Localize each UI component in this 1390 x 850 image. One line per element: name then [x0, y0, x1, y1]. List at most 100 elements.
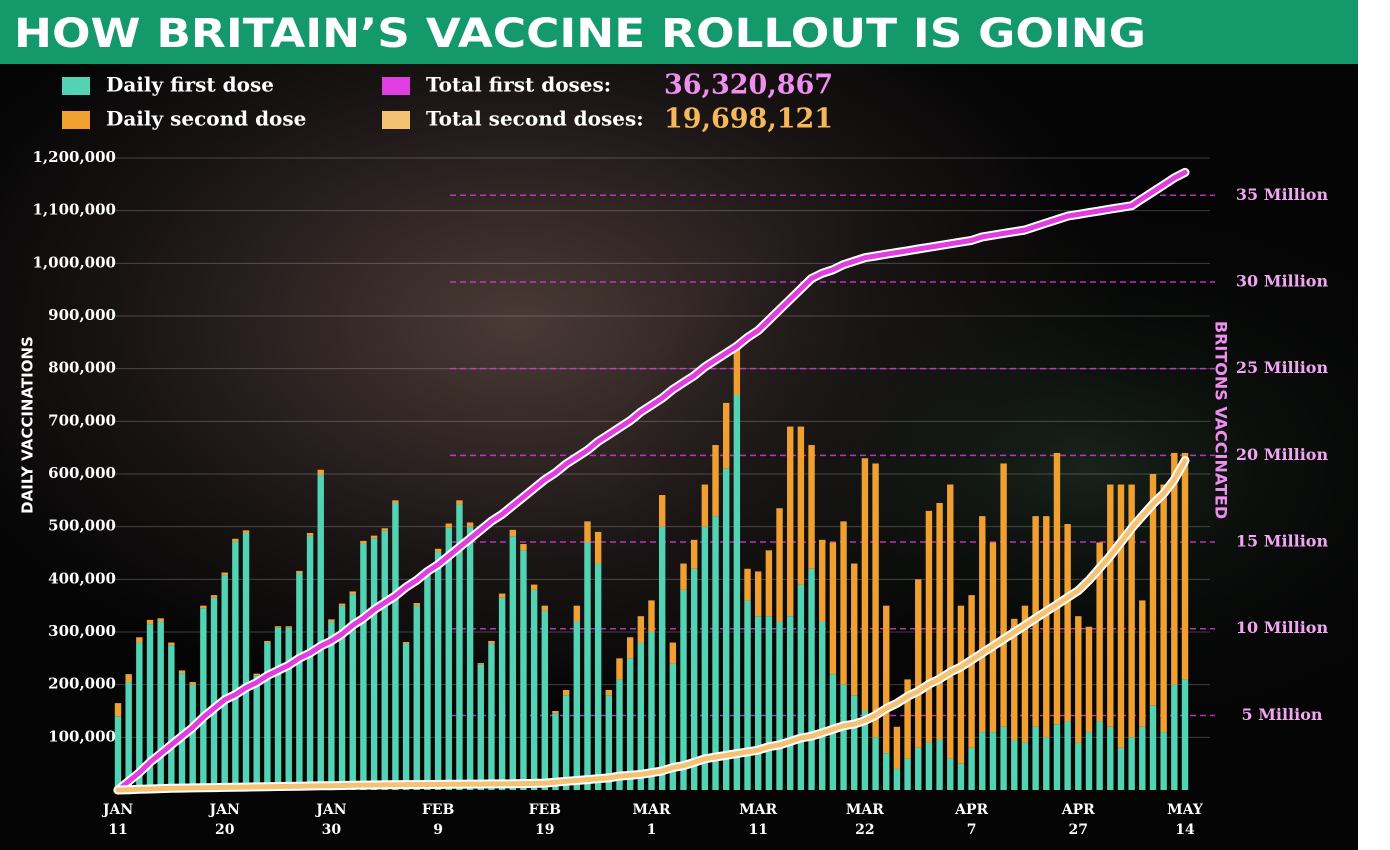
bar: [904, 679, 911, 759]
x-tick-label: FEB 9: [422, 802, 455, 838]
bar: [658, 495, 666, 527]
bar: [851, 563, 858, 696]
bar: [1139, 726, 1146, 790]
bar: [1043, 516, 1050, 738]
bar: [349, 591, 356, 595]
bar: [338, 603, 346, 606]
bar: [306, 532, 314, 536]
bar: [178, 670, 186, 674]
bar: [1064, 524, 1071, 722]
bar: [477, 664, 484, 790]
y2-tick-label: 25 Million: [1236, 358, 1329, 377]
bar: [883, 753, 890, 790]
bar: [1053, 452, 1061, 725]
bar: [701, 484, 709, 527]
bar: [957, 605, 965, 764]
bar: [947, 484, 954, 759]
y-tick-label: 800,000: [48, 359, 116, 377]
bar: [733, 395, 741, 790]
y-tick-label: 100,000: [48, 727, 116, 745]
bar: [328, 619, 335, 622]
bar: [722, 402, 730, 469]
bar: [1000, 726, 1007, 790]
bar: [819, 621, 826, 790]
bar: [925, 742, 933, 790]
bar: [434, 548, 442, 552]
bar: [1011, 618, 1018, 740]
bar: [1171, 684, 1178, 790]
bar: [125, 682, 132, 790]
legend-label: Total first doses:: [426, 73, 611, 97]
legend-swatch: [62, 111, 90, 129]
bar: [541, 610, 548, 790]
y2-tick-label: 5 Million: [1241, 705, 1322, 724]
x-tick-label: FEB 19: [529, 802, 562, 838]
bar: [488, 640, 495, 644]
bar: [114, 703, 122, 717]
bar: [1181, 452, 1189, 680]
bar: [594, 563, 602, 790]
bar: [1160, 484, 1167, 733]
bar: [221, 575, 228, 790]
bar: [1117, 747, 1125, 790]
bar: [626, 658, 634, 790]
bar: [434, 551, 442, 790]
bar: [584, 521, 591, 543]
bar: [872, 737, 879, 790]
bar: [477, 663, 484, 665]
x-tick-label: MAR 22: [846, 802, 884, 838]
bar: [413, 605, 420, 790]
bar: [808, 445, 815, 569]
bar: [541, 605, 548, 611]
bar: [253, 673, 260, 676]
bar: [690, 568, 698, 790]
bar: [360, 543, 367, 790]
bar: [466, 522, 474, 527]
bar: [232, 538, 239, 542]
bar: [296, 570, 303, 574]
bar: [317, 475, 324, 790]
bar: [776, 508, 783, 622]
bar: [915, 579, 922, 748]
y2-tick-label: 30 Million: [1236, 271, 1329, 290]
headline-total: 36,320,867: [664, 70, 833, 101]
bar: [979, 732, 986, 790]
bar: [1032, 726, 1039, 790]
bar: [306, 535, 314, 790]
bar: [381, 528, 388, 531]
bar: [274, 627, 282, 790]
bar: [1021, 605, 1029, 743]
bar: [1053, 724, 1061, 790]
bar: [787, 426, 794, 617]
bar: [1117, 484, 1125, 748]
bar: [1171, 452, 1178, 685]
title-banner: [0, 0, 1358, 64]
bar: [893, 726, 901, 769]
bar: [712, 516, 719, 790]
bar: [274, 626, 282, 628]
bar: [1107, 484, 1114, 727]
y2-axis-label: BRITONS VACCINATED: [1212, 321, 1231, 519]
bar: [136, 637, 143, 643]
bar: [1085, 732, 1093, 790]
bar: [797, 584, 805, 790]
bar: [146, 624, 154, 790]
bar: [456, 504, 463, 790]
y-axis-label: DAILY VACCINATIONS: [19, 336, 37, 514]
bar: [573, 605, 581, 622]
y2-tick-label: 35 Million: [1236, 185, 1329, 204]
bar: [701, 526, 709, 790]
bar: [424, 574, 431, 790]
bar: [146, 619, 154, 625]
bar: [1149, 474, 1157, 706]
bar: [242, 530, 250, 533]
bar: [616, 679, 623, 790]
bar: [285, 626, 292, 628]
bar: [755, 616, 762, 790]
bar: [328, 621, 335, 790]
bar: [210, 595, 218, 598]
bar: [936, 739, 943, 790]
y-tick-label: 1,100,000: [32, 201, 116, 219]
bar: [925, 510, 933, 743]
bar: [530, 589, 538, 790]
